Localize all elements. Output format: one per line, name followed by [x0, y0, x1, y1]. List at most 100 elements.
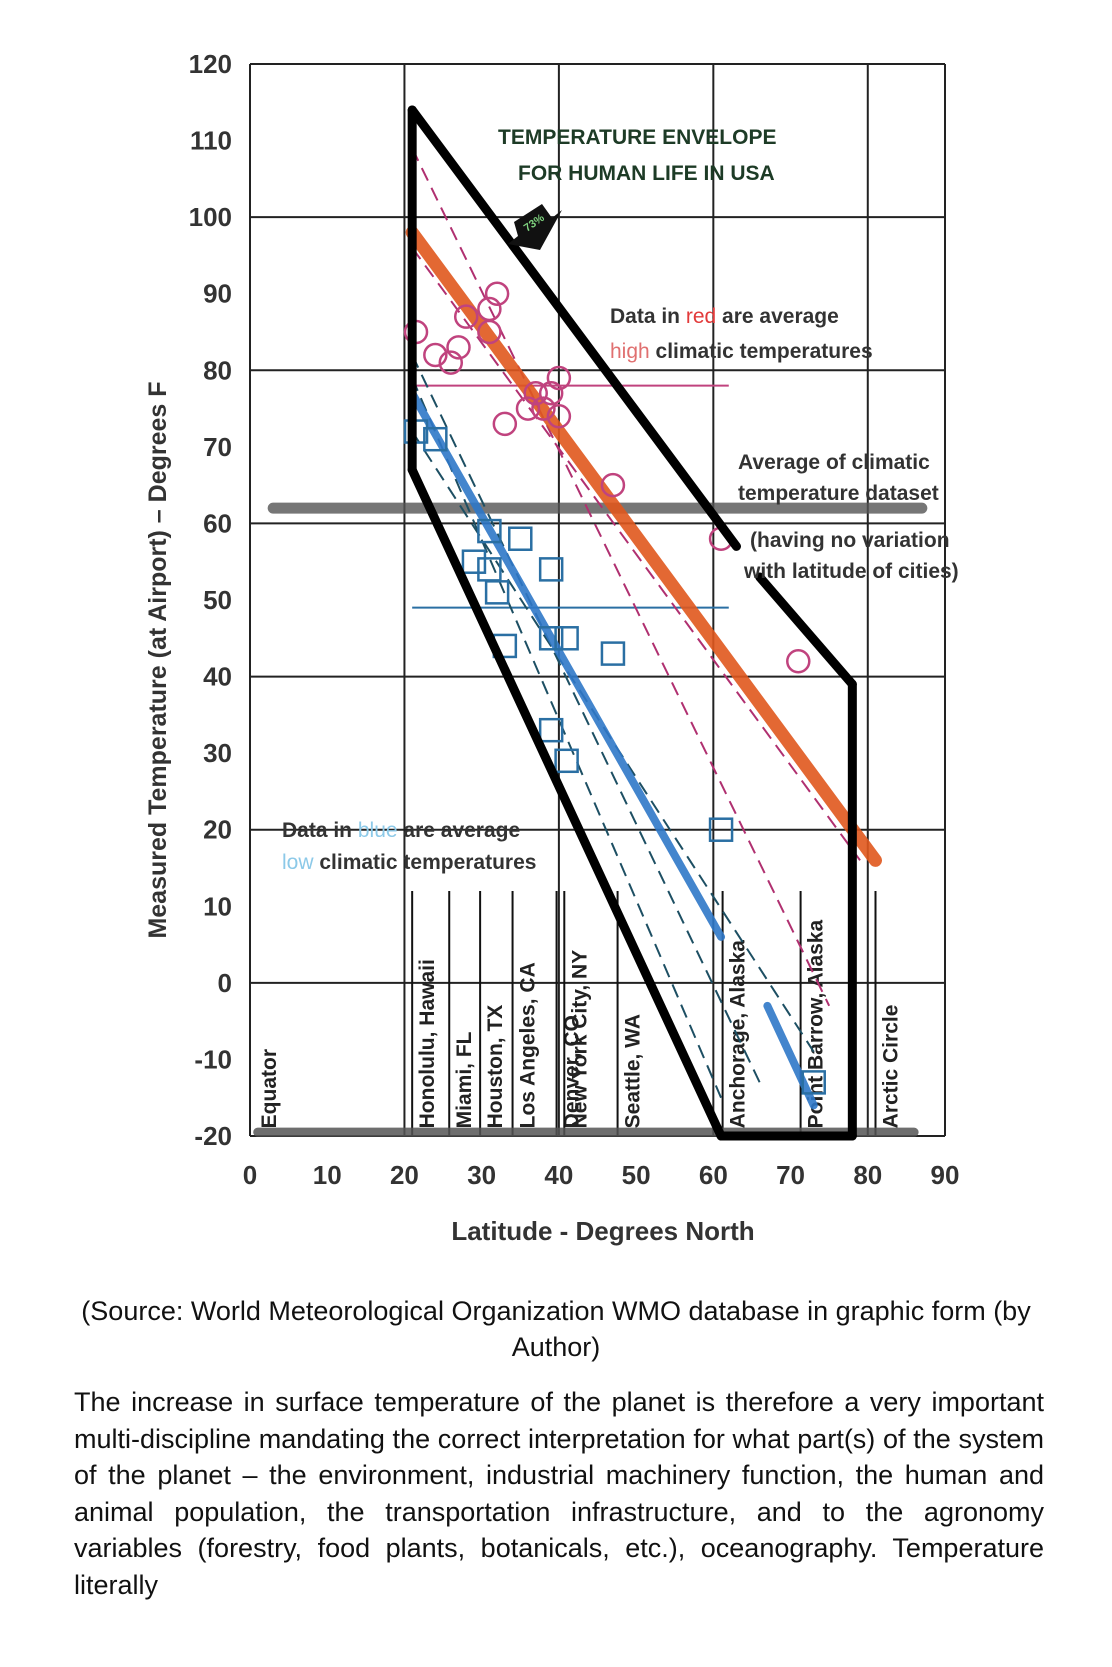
red-note-line-2: high climatic temperatures: [610, 340, 873, 363]
city-label: Anchorage, Alaska: [727, 940, 750, 1129]
blue-note-low-word: low: [282, 851, 314, 874]
x-tick-label: 10: [313, 1160, 342, 1190]
grid-lines: [249, 63, 946, 1137]
high-temp-point: [484, 281, 510, 306]
dashed-guide-line: [411, 354, 761, 1083]
x-tick-label: 30: [467, 1160, 496, 1190]
low-temp-point: [708, 817, 734, 842]
high-temp-point: [786, 649, 811, 674]
chart-title-line-1: TEMPERATURE ENVELOPE: [498, 126, 776, 149]
data-points: [403, 281, 826, 1095]
blue-note-part-1: Data in: [282, 819, 358, 842]
y-tick-label: 100: [189, 202, 232, 232]
envelope-arrow: 73%: [508, 204, 562, 250]
y-tick-label: 20: [203, 815, 232, 845]
source-caption: (Source: World Meteorological Organizati…: [81, 1296, 1031, 1362]
blue-note-part-2: are average: [398, 819, 521, 842]
low-temp-point: [484, 580, 510, 605]
chart-annotations: TEMPERATURE ENVELOPE FOR HUMAN LIFE IN U…: [144, 126, 959, 1246]
city-label: Arctic Circle: [880, 1005, 903, 1129]
high-temp-point: [453, 304, 479, 329]
y-tick-label: 10: [203, 891, 232, 921]
blue-note-line-2: low climatic temperatures: [282, 851, 536, 874]
avg-note-line-1: Average of climatic: [738, 451, 930, 474]
dashed-guide-line: [411, 147, 831, 1007]
envelope-edge: [755, 572, 857, 689]
y-tick-label: 40: [203, 662, 232, 692]
trend-line: [763, 1001, 818, 1110]
avg-note-line-4: with latitude of cities): [743, 560, 959, 583]
city-label: Houston, TX: [484, 1005, 507, 1129]
x-tick-label: 50: [622, 1160, 651, 1190]
red-note-part-3: climatic temperatures: [650, 340, 873, 363]
high-temp-point: [515, 396, 541, 421]
blue-note-part-3: climatic temperatures: [314, 851, 537, 874]
x-tick-label: 90: [931, 1160, 960, 1190]
arrow-icon: [508, 204, 562, 250]
y-tick-label: -20: [194, 1121, 232, 1151]
x-tick-label: 60: [699, 1160, 728, 1190]
y-tick-label: 80: [203, 355, 232, 385]
high-temp-point: [600, 472, 626, 498]
x-tick-label: 40: [544, 1160, 573, 1190]
y-tick-label: -10: [194, 1044, 232, 1074]
x-tick-label: 20: [390, 1160, 419, 1190]
city-label: Los Angeles, CA: [517, 962, 540, 1128]
envelope-edge: [407, 105, 741, 551]
dashed-guide-line: [411, 377, 722, 1099]
body-paragraph: The increase in surface temperature of t…: [74, 1387, 1044, 1600]
avg-note-line-2: temperature dataset: [738, 482, 939, 505]
low-temp-point: [538, 626, 564, 651]
trend-line: [405, 225, 882, 867]
low-temp-point: [554, 626, 579, 651]
x-tick-label: 80: [853, 1160, 882, 1190]
city-label: Miami, FL: [453, 1031, 476, 1128]
city-label: Honolulu, Hawaii: [416, 959, 439, 1128]
avg-note-line-3: (having no variation: [750, 529, 950, 552]
red-note-red-word: red: [686, 305, 716, 328]
y-tick-label: 120: [189, 49, 232, 79]
y-axis-label: Measured Temperature (at Airport) – Degr…: [144, 381, 172, 938]
y-tick-label: 0: [218, 968, 232, 998]
envelope-outline: [407, 105, 857, 1141]
city-label: Point Barrow, Alaska: [805, 920, 828, 1129]
high-temp-point: [546, 403, 572, 429]
y-tick-label: 90: [203, 279, 232, 309]
red-note-high-word: high: [610, 340, 650, 363]
x-axis-label: Latitude - Degrees North: [451, 1216, 754, 1246]
city-label: New York City, NY: [568, 950, 591, 1129]
y-tick-label: 70: [203, 432, 232, 462]
city-label: Denver, CO: [561, 1015, 584, 1128]
x-tick-label: 70: [776, 1160, 805, 1190]
city-label: Seattle, WA: [622, 1014, 645, 1128]
trend-line: [408, 389, 726, 941]
low-temp-point: [461, 549, 487, 574]
y-tick-label: 110: [190, 126, 232, 156]
high-temp-point: [523, 381, 548, 406]
low-temp-point: [801, 1070, 826, 1095]
high-temp-point: [546, 365, 572, 391]
blue-note-line-1: Data in blue are average: [282, 819, 520, 842]
y-tick-label: 50: [203, 585, 232, 615]
high-temp-point: [438, 350, 464, 375]
temperature-envelope-chart: 120 110 100 90 80 70 60 50 40 30 20 10 0 -10 -20 0 10 20 3…: [144, 49, 960, 1246]
y-tick-label: 30: [203, 738, 232, 768]
high-temp-point: [538, 381, 564, 406]
x-tick-label: 0: [243, 1160, 257, 1190]
red-note-part-2: are average: [716, 305, 839, 328]
envelope-edge: [407, 465, 726, 1141]
low-temp-point: [538, 717, 564, 743]
blue-note-blue-word: blue: [358, 819, 398, 842]
high-temp-point: [446, 335, 471, 360]
high-temp-point: [531, 396, 556, 421]
city-label: Equator: [258, 1049, 281, 1128]
dashed-guide-line: [411, 247, 861, 861]
y-tick-label: 60: [203, 508, 232, 538]
high-temp-point: [492, 411, 518, 437]
low-temp-point: [600, 641, 626, 666]
low-temp-point: [508, 526, 533, 551]
city-labels: Equator Honolulu, Hawaii Miami, FL Houston,…: [258, 890, 903, 1136]
low-temp-point: [538, 557, 564, 582]
